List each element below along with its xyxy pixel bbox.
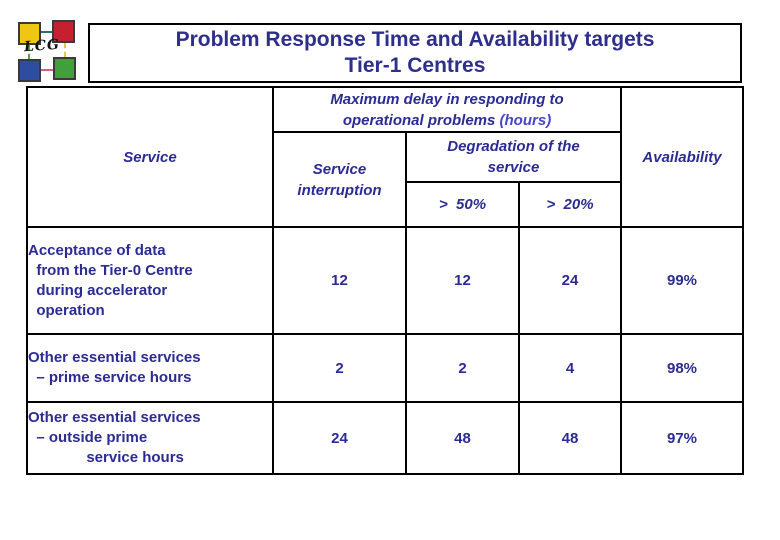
cell-deg20: 48 [517,401,623,475]
cell-interruption: 2 [272,333,407,403]
cell-deg50: 12 [405,226,520,335]
logo-yellow-square [18,22,41,45]
cell-deg50: 2 [405,333,520,403]
lcg-logo: LCG [0,0,90,95]
table-row: Other essential services – outside prime… [26,401,745,475]
row-label: Other essential services – outside prime… [26,401,274,475]
row-label: Acceptance of data from the Tier-0 Centr… [26,226,274,335]
header-cell-gt20: > 20% [517,181,623,228]
header-cell-availability: Availability [620,86,745,228]
max-delay-text: Maximum delay in responding to operation… [330,90,564,129]
targets-table: Service Maximum delay in responding to o… [26,86,745,475]
header-cell-gt50: > 50% [405,181,520,228]
cell-interruption: 12 [272,226,407,335]
logo-dash-right [64,43,66,57]
slide-title-line2: Tier-1 Centres [344,54,486,77]
lcg-logo-label: LCG [23,36,61,56]
table-row: Other essential services – prime service… [26,333,745,403]
logo-red-square [52,20,75,43]
cell-deg20: 24 [517,226,623,335]
table-row: Acceptance of data from the Tier-0 Centr… [26,226,745,335]
cell-availability: 98% [620,333,745,403]
slide-title-line1: Problem Response Time and Availability t… [175,28,655,51]
logo-dash-top [41,31,52,33]
header-cell-service: Service [26,86,274,228]
header-cell-degradation: Degradation of the service [404,131,623,183]
title-box: Problem Response Time and Availability t… [88,23,742,83]
logo-dash-left [28,45,30,59]
cell-availability: 97% [620,401,745,475]
logo-green-square [53,57,76,80]
logo-blue-square [18,59,41,82]
cell-availability: 99% [620,226,745,335]
cell-interruption: 24 [272,401,407,475]
logo-dash-bottom [41,69,53,71]
cell-deg20: 4 [517,333,623,403]
row-label: Other essential services – prime service… [26,333,274,403]
header-cell-max-delay: Maximum delay in responding to operation… [271,86,623,133]
header-cell-service-interruption: Service interruption [272,131,407,228]
cell-deg50: 48 [405,401,520,475]
max-delay-hours-text: (hours) [495,111,552,129]
